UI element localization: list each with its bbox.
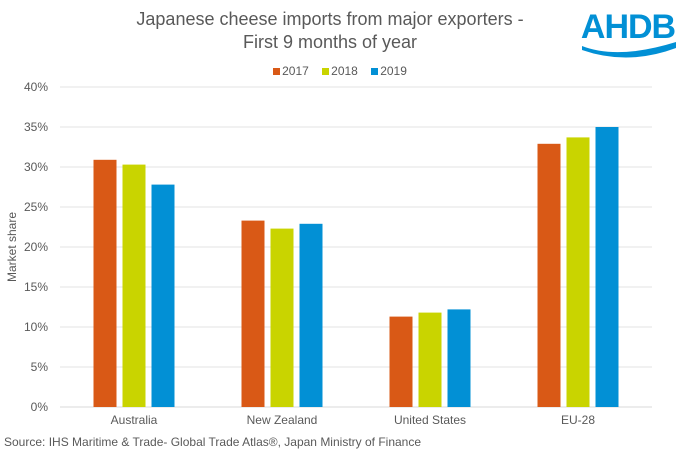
y-tick-label: 35% — [24, 120, 48, 134]
title-line-1: Japanese cheese imports from major expor… — [136, 9, 524, 29]
y-tick-label: 5% — [31, 360, 49, 374]
x-tick-label: EU-28 — [561, 413, 595, 427]
bar-2017 — [537, 143, 561, 408]
y-tick-label: 30% — [24, 160, 48, 174]
bar-2018 — [122, 164, 146, 407]
bar-2017 — [241, 220, 265, 407]
title-line-2: First 9 months of year — [242, 32, 418, 52]
bar-2018 — [566, 137, 590, 407]
y-tick-label: 25% — [24, 200, 48, 214]
y-tick-label: 0% — [31, 400, 49, 414]
x-tick-label: Australia — [111, 413, 158, 427]
bar-2019 — [595, 127, 619, 407]
bar-2018 — [270, 228, 294, 407]
bar-2019 — [151, 184, 175, 407]
legend-item-2019: 2019 — [371, 64, 407, 78]
bar-2017 — [93, 159, 117, 407]
chart-title: Japanese cheese imports from major expor… — [100, 8, 560, 54]
svg-text:AHDB: AHDB — [581, 8, 676, 46]
bar-2018 — [418, 312, 442, 407]
y-tick-label: 40% — [24, 80, 48, 94]
x-tick-label: New Zealand — [247, 413, 318, 427]
legend-item-2017: 2017 — [273, 64, 309, 78]
y-tick-label: 20% — [24, 240, 48, 254]
y-tick-label: 10% — [24, 320, 48, 334]
ahdb-logo: AHDB — [581, 8, 677, 58]
legend: 2017 2018 2019 — [0, 64, 680, 78]
bar-2019 — [447, 309, 471, 407]
legend-item-2018: 2018 — [322, 64, 358, 78]
y-axis-label: Market share — [5, 212, 19, 282]
bar-2017 — [389, 316, 413, 407]
y-tick-label: 15% — [24, 280, 48, 294]
x-tick-label: United States — [394, 413, 466, 427]
source-note: Source: IHS Maritime & Trade- Global Tra… — [4, 435, 422, 449]
bar-2019 — [299, 223, 323, 407]
